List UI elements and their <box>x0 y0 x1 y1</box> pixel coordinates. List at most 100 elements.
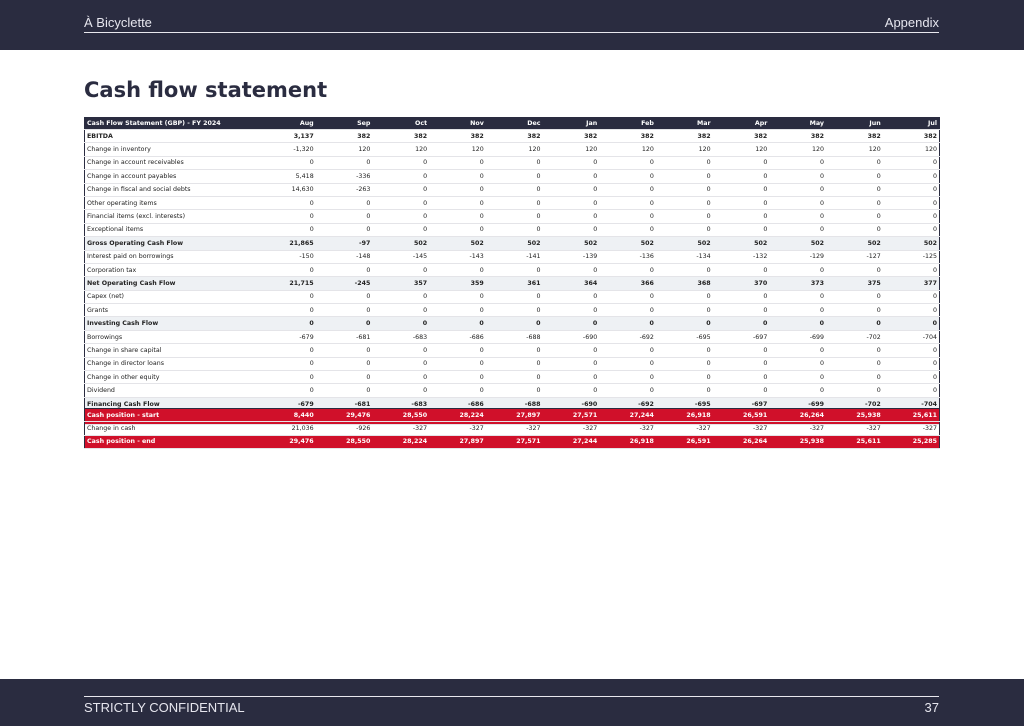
cell-value: 0 <box>826 196 883 211</box>
cell-value: -704 <box>882 330 940 345</box>
row-label: Capex (net) <box>84 290 259 305</box>
cell-value: 0 <box>655 183 713 197</box>
cell-value: 0 <box>882 209 940 224</box>
cell-value: -143 <box>429 250 486 264</box>
cell-value: 0 <box>882 370 940 385</box>
cell-value: 382 <box>655 129 713 144</box>
row-label: Gross Operating Cash Flow <box>84 236 259 251</box>
cell-value: Aug <box>259 117 316 130</box>
cell-value: 382 <box>882 129 940 144</box>
cell-value: 0 <box>655 209 713 224</box>
cell-value: 0 <box>826 370 883 385</box>
cell-value: 373 <box>769 276 827 291</box>
cell-value: 26,591 <box>655 435 713 450</box>
cell-value: 0 <box>712 183 770 197</box>
cell-value: 0 <box>826 290 883 305</box>
cell-value: 0 <box>599 169 656 184</box>
cell-value: 0 <box>485 290 543 305</box>
cell-value: 0 <box>259 357 316 372</box>
cell-value: 0 <box>826 169 883 184</box>
cell-value: 0 <box>655 316 713 331</box>
cell-value: 0 <box>542 223 600 238</box>
footer-rule <box>84 696 939 697</box>
cash-position-table: Cash position - start 8,440 29,476 28,550 28… <box>84 408 940 450</box>
cell-value: 27,244 <box>599 408 656 423</box>
cell-value: 25,611 <box>882 408 940 423</box>
cell-value: 0 <box>485 183 543 197</box>
cell-value: -686 <box>429 330 486 345</box>
cell-value: -704 <box>882 397 940 412</box>
cell-value: 14,630 <box>259 183 316 197</box>
cell-value: 0 <box>712 303 770 318</box>
cell-value: 0 <box>485 383 543 398</box>
cell-value: 0 <box>712 383 770 398</box>
cell-value: 0 <box>542 343 600 358</box>
cell-value: -697 <box>712 330 770 345</box>
cell-value: 0 <box>712 169 770 184</box>
cell-value: Mar <box>655 117 713 130</box>
cell-value: 382 <box>599 129 656 144</box>
cell-value: 370 <box>712 276 770 291</box>
cell-value: Jun <box>826 117 883 130</box>
cell-value: 382 <box>372 129 430 144</box>
table-row: Financing Cash Flow -679 -681 -683 -686 -688-… <box>84 397 940 412</box>
table-row: Corporation tax 0 0 0 0 0 0 0 0 0 0 0 0 <box>84 263 940 278</box>
cell-value: -327 <box>372 421 430 436</box>
cell-value: 0 <box>826 343 883 358</box>
cell-value: 120 <box>372 142 430 157</box>
cell-value: 25,938 <box>826 408 883 423</box>
cell-value: 0 <box>655 370 713 385</box>
cell-value: -327 <box>769 421 827 436</box>
cell-value: 0 <box>599 183 656 197</box>
table-row: Change in account payables 5,418 -336 0 0 0 0 0… <box>84 169 940 184</box>
cell-value: -134 <box>655 250 713 264</box>
cell-value: 0 <box>259 156 316 171</box>
cell-value: 25,285 <box>882 435 940 450</box>
cell-value: 0 <box>372 183 430 197</box>
cell-value: 0 <box>769 316 827 331</box>
cell-value: 0 <box>372 263 430 278</box>
cell-value: 0 <box>655 263 713 278</box>
row-label: Cash Flow Statement (GBP) - FY 2024 <box>84 117 259 130</box>
cell-value: 0 <box>485 196 543 211</box>
cell-value: 502 <box>429 236 486 251</box>
cell-value: 0 <box>429 383 486 398</box>
cell-value: 366 <box>599 276 656 291</box>
table-row: Change in fiscal and social debts 14,630-… <box>84 183 940 197</box>
row-label: Net Operating Cash Flow <box>84 276 259 291</box>
cell-value: 0 <box>826 209 883 224</box>
table-row: Cash position - start 8,440 29,476 28,550 28… <box>84 408 940 423</box>
cell-value: 0 <box>882 183 940 197</box>
cell-value: 0 <box>485 357 543 372</box>
cell-value: 382 <box>315 129 373 144</box>
cell-value: 27,244 <box>542 435 600 450</box>
cell-value: 502 <box>599 236 656 251</box>
cell-value: -690 <box>542 330 600 345</box>
cell-value: 0 <box>372 343 430 358</box>
cell-value: 120 <box>655 142 713 157</box>
cell-value: 0 <box>259 303 316 318</box>
cell-value: 502 <box>655 236 713 251</box>
cell-value: -692 <box>599 397 656 412</box>
cell-value: -327 <box>542 421 600 436</box>
cell-value: 0 <box>429 370 486 385</box>
cell-value: 8,440 <box>259 408 316 423</box>
cell-value: -263 <box>315 183 373 197</box>
cell-value: -145 <box>372 250 430 264</box>
cell-value: 0 <box>372 196 430 211</box>
cell-value: -97 <box>315 236 373 251</box>
cell-value: 26,918 <box>599 435 656 450</box>
cell-value: 0 <box>882 263 940 278</box>
row-label: Financing Cash Flow <box>84 397 259 412</box>
table-row: Investing Cash Flow 0 0 0 0 0 0 0 0 0 0 0 0 <box>84 316 940 331</box>
cell-value: 0 <box>542 357 600 372</box>
table-row: Change in share capital 0 0 0 0 0 0 0 0 0 0 0 0 <box>84 343 940 358</box>
cell-value: -327 <box>599 421 656 436</box>
cell-value: 21,865 <box>259 236 316 251</box>
cell-value: 0 <box>712 263 770 278</box>
cell-value: 0 <box>769 156 827 171</box>
cell-value: 0 <box>372 303 430 318</box>
cell-value: 0 <box>429 183 486 197</box>
row-label: Change in fiscal and social debts <box>84 183 259 197</box>
